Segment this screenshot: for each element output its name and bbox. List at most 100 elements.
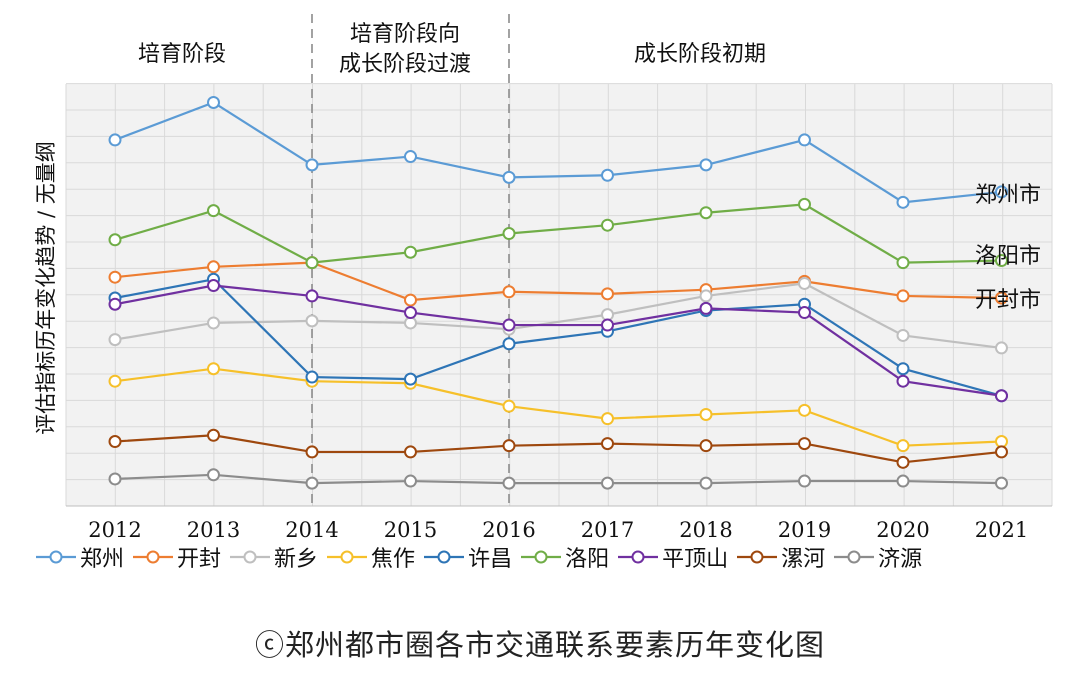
data-point	[502, 337, 516, 351]
legend-item: 许昌	[424, 541, 512, 573]
legend-label: 平顶山	[662, 547, 729, 572]
data-point	[995, 291, 1008, 305]
data-point	[502, 227, 516, 241]
data-point	[305, 314, 319, 328]
data-point	[207, 279, 220, 293]
legend-marker	[424, 550, 465, 564]
legend-label: 新乡	[274, 547, 319, 572]
legend-item: 焦作	[327, 541, 415, 573]
data-point	[502, 476, 516, 490]
data-point	[207, 316, 220, 330]
legend-label: 开封	[177, 547, 222, 572]
data-point	[699, 439, 713, 453]
data-point	[108, 270, 122, 284]
series-济源	[108, 468, 1008, 490]
legend-item: 开封	[133, 541, 221, 573]
legend-marker	[36, 550, 76, 564]
data-point	[404, 306, 417, 320]
data-point	[798, 306, 811, 320]
data-point	[896, 474, 910, 488]
series-line	[114, 284, 1002, 397]
data-point	[108, 435, 122, 449]
series-layer	[108, 95, 1008, 490]
series-平顶山	[108, 279, 1008, 403]
data-point	[108, 233, 122, 247]
data-point	[699, 407, 713, 421]
data-point	[896, 195, 910, 209]
data-point	[601, 168, 614, 182]
data-point	[404, 150, 417, 164]
data-point	[207, 260, 220, 274]
data-point	[995, 254, 1008, 268]
x-tick-label: 2017	[581, 518, 634, 542]
stage-label-early-growth: 成长阶段初期	[633, 42, 766, 67]
data-point	[207, 468, 220, 482]
legend-item: 漯河	[737, 541, 825, 573]
x-tick-label: 2014	[285, 518, 338, 542]
data-point	[305, 289, 319, 303]
series-line	[114, 473, 1002, 485]
data-point	[404, 372, 417, 386]
x-tick-label: 2019	[778, 518, 831, 542]
data-point	[995, 435, 1008, 449]
data-point	[305, 476, 319, 490]
legend-marker	[618, 550, 659, 564]
legend-marker	[834, 550, 875, 564]
data-point	[699, 289, 713, 303]
data-point	[502, 318, 516, 332]
data-point	[404, 445, 417, 459]
series-line	[114, 282, 1002, 350]
data-point	[404, 245, 417, 259]
data-point	[699, 301, 713, 315]
legend-marker	[230, 550, 271, 564]
series-郑州	[108, 95, 1008, 209]
data-point	[108, 333, 122, 347]
legend-marker	[521, 550, 562, 564]
data-point	[404, 293, 417, 307]
legend-item: 郑州	[36, 541, 124, 573]
data-point	[995, 185, 1008, 199]
legend-item: 平顶山	[618, 541, 728, 573]
data-point	[305, 158, 319, 172]
data-point	[699, 158, 713, 172]
data-point	[404, 316, 417, 330]
data-point	[896, 455, 910, 469]
legend-item: 新乡	[230, 541, 318, 573]
data-point	[108, 374, 122, 388]
data-point	[798, 276, 811, 290]
data-point	[601, 412, 614, 426]
data-point	[699, 206, 713, 220]
chart-legend: 郑州 开封 新乡 焦作 许昌 洛阳 平顶山 漯河 济源	[36, 541, 931, 573]
stage-label-transition: 培育阶段向 成长阶段过渡	[338, 22, 471, 77]
data-point	[502, 170, 516, 184]
data-point	[108, 472, 122, 486]
x-tick-label: 2012	[88, 518, 141, 542]
legend-label: 许昌	[468, 547, 513, 572]
data-point	[798, 403, 811, 417]
series-line	[114, 278, 1002, 397]
legend-marker	[133, 550, 174, 564]
legend-label: 焦作	[371, 547, 416, 572]
data-point	[699, 476, 713, 490]
x-tick-label: 2020	[876, 518, 929, 542]
data-point	[896, 439, 910, 453]
end-label-kaifeng: 开封市	[975, 288, 1042, 313]
figure-caption: ⓒ郑州都市圈各市交通联系要素历年变化图	[254, 628, 825, 662]
series-漯河	[108, 428, 1008, 469]
series-洛阳	[108, 197, 1008, 270]
series-line	[114, 434, 1002, 464]
data-point	[502, 439, 516, 453]
data-point	[207, 95, 220, 109]
data-point	[404, 474, 417, 488]
end-label-luoyang: 洛阳市	[975, 244, 1042, 269]
data-point	[896, 256, 910, 270]
legend-item: 济源	[834, 541, 922, 573]
series-line	[114, 203, 1002, 264]
data-point	[601, 218, 614, 232]
data-point	[798, 437, 811, 451]
data-point	[601, 287, 614, 301]
data-point	[207, 428, 220, 442]
data-point	[305, 256, 319, 270]
legend-label: 洛阳	[565, 547, 610, 572]
